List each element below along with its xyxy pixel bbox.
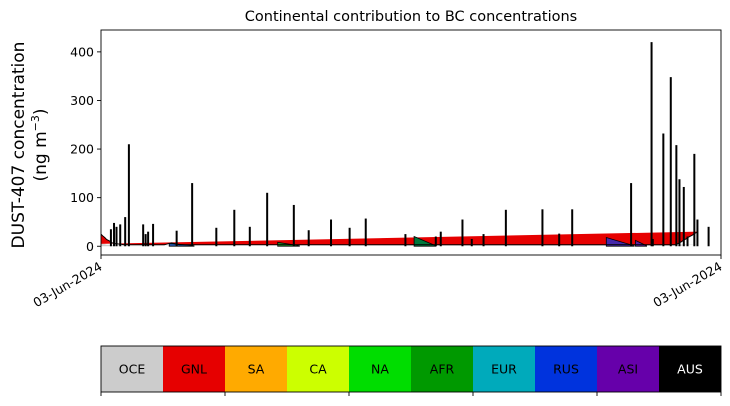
legend-label-eur: EUR xyxy=(491,362,517,377)
y-tick-label: 100 xyxy=(70,190,94,205)
area-oce xyxy=(101,243,699,247)
x-tick-label: 03-Jun-2024 xyxy=(650,259,724,310)
x-tick-label: 03-Jun-2024 xyxy=(30,259,104,310)
total-line-layer xyxy=(101,42,710,247)
continent-legend: OCE GNL SA CA NA AFR EUR RUS ASI AUS xyxy=(100,345,722,396)
legend-swatch-oce xyxy=(101,346,163,392)
legend-swatch-afr xyxy=(411,346,473,392)
legend-swatch-rus xyxy=(535,346,597,392)
y-axis-ticks: 0 100 200 300 400 xyxy=(70,44,101,254)
legend-label-gnl: GNL xyxy=(181,362,207,377)
legend-swatch-na xyxy=(349,346,411,392)
legend-label-oce: OCE xyxy=(119,362,146,377)
chart-title: Continental contribution to BC concentra… xyxy=(245,9,577,25)
legend-frame xyxy=(100,345,722,393)
legend-swatch-aus xyxy=(659,346,721,392)
legend-swatch-ca xyxy=(287,346,349,392)
legend-label-aus: AUS xyxy=(677,362,703,377)
legend-label-ca: CA xyxy=(309,362,327,377)
legend-swatch-sa xyxy=(225,346,287,392)
y-tick-label: 300 xyxy=(70,93,94,108)
y-axis-label-line1: DUST-407 concentration xyxy=(9,42,29,249)
legend-swatch-asi xyxy=(597,346,659,392)
stacked-area-layer xyxy=(101,231,699,247)
y-tick-label: 400 xyxy=(70,44,94,59)
legend-swatch-gnl xyxy=(163,346,225,392)
y-tick-label: 0 xyxy=(86,239,94,254)
y-tick-label: 200 xyxy=(70,142,94,157)
legend-label-na: NA xyxy=(371,362,389,377)
episode-area-1 xyxy=(605,236,635,247)
plot-frame xyxy=(100,29,722,256)
total-line xyxy=(101,231,699,246)
y-axis-label-line2: (ng m−3) xyxy=(29,108,51,181)
legend-label-sa: SA xyxy=(248,362,265,377)
legend-label-rus: RUS xyxy=(553,362,579,377)
legend-swatch-eur xyxy=(473,346,535,392)
x-axis-ticks: 03-Jun-2024 03-Jun-2024 xyxy=(30,255,725,310)
y-axis-label: DUST-407 concentration (ng m−3) xyxy=(9,42,51,249)
legend-label-afr: AFR xyxy=(430,362,455,377)
legend-label-asi: ASI xyxy=(618,362,638,377)
